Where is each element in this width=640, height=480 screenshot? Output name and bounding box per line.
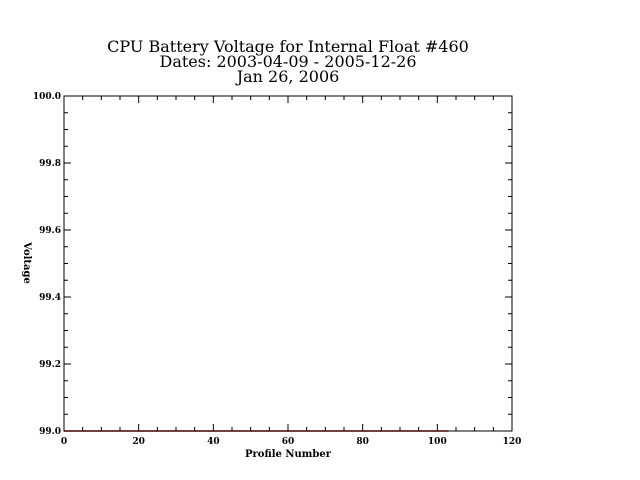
y-tick-label: 100.0 [33,92,61,102]
x-tick-label: 120 [503,437,522,447]
chart-title-line-1: CPU Battery Voltage for Internal Float #… [107,37,469,56]
plot-area-frame [63,95,513,432]
x-tick-label: 0 [61,437,67,447]
y-tick-label: 99.8 [39,159,61,169]
x-tick-label: 80 [356,437,369,447]
x-tick-label: 100 [428,437,447,447]
tick-labels: 0 20 40 60 80 100 120 99.0 99.2 99.4 99.6 99.8 100.0 [33,92,522,447]
chart-title-line-3: Jan 26, 2006 [235,67,340,86]
y-tick-label: 99.4 [39,293,61,303]
chart-title-line-2: Dates: 2003-04-09 - 2005-12-26 [159,52,416,71]
x-tick-label: 60 [282,437,295,447]
x-tick-label: 40 [207,437,220,447]
y-tick-label: 99.6 [39,226,61,236]
x-tick-label: 20 [132,437,145,447]
y-axis-label: Voltage [21,241,32,284]
x-axis-label: Profile Number [245,449,332,460]
y-tick-label: 99.0 [39,427,61,437]
tick-marks [63,95,513,432]
y-tick-label: 99.2 [39,360,61,370]
